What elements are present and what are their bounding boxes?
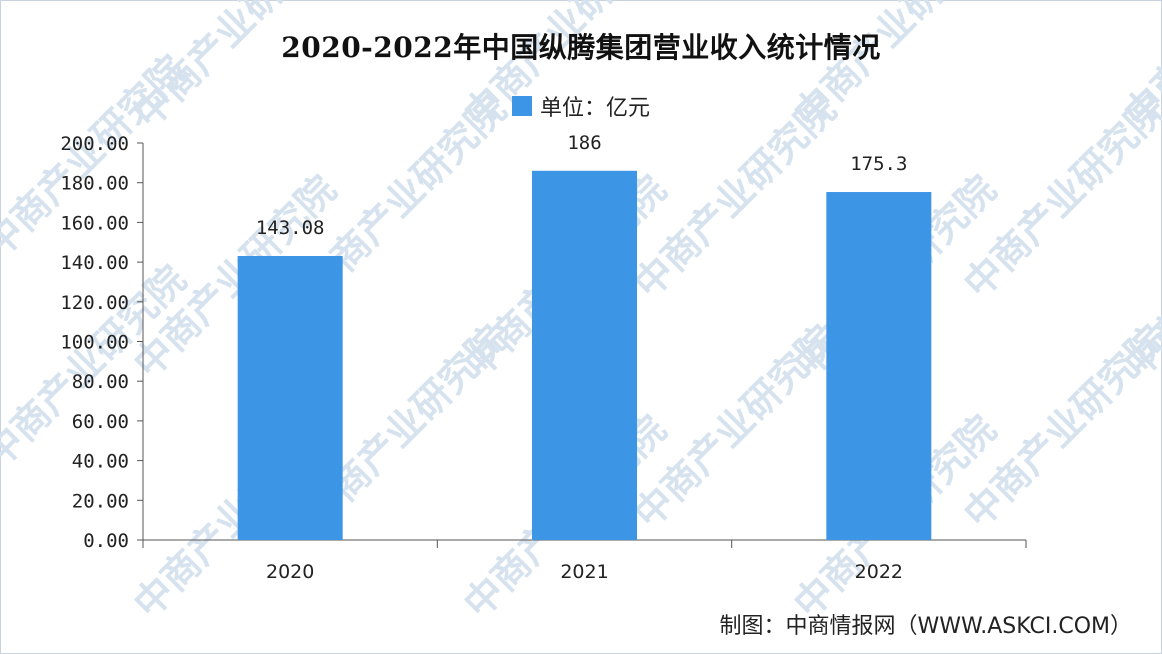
axis-layer: 0.00 20.00 40.00 60.00 80.00 100.00 120.00 140.… [60,133,1027,552]
x-tick-label-2020: 2020 [266,561,314,583]
data-label-2021: 186 [567,132,601,154]
data-label-2022: 175.3 [850,153,907,175]
chart-title: 2020-2022年中国纵腾集团营业收入统计情况 [281,31,881,64]
x-tick-label-2022: 2022 [855,561,903,583]
data-label-2020: 143.08 [256,217,325,239]
y-tick-label: 20.00 [72,490,129,512]
y-tick-label: 100.00 [60,332,129,354]
y-tick-label: 180.00 [60,173,129,195]
legend-label: 单位：亿元 [539,96,650,121]
y-tick-label: 120.00 [60,292,129,314]
source-footer: 制图：中商情报网（WWW.ASKCI.COM） [719,614,1132,639]
bar-2020 [237,255,343,540]
y-tick-label: 0.00 [83,530,129,552]
bar-2021 [532,170,637,541]
x-tick-label-2021: 2021 [560,561,608,583]
y-tick-label: 80.00 [72,371,129,393]
y-tick-label: 140.00 [60,252,129,274]
bar-layer: 143.08 2020 186 2021 175.3 2022 [237,132,932,583]
y-tick-label: 60.00 [72,411,129,433]
legend-swatch [511,96,532,116]
bar-2022 [826,192,932,541]
y-tick-label: 40.00 [72,451,129,473]
y-tick-label: 200.00 [60,133,129,155]
legend: 单位：亿元 [0,90,1162,122]
y-tick-label: 160.00 [60,212,129,234]
